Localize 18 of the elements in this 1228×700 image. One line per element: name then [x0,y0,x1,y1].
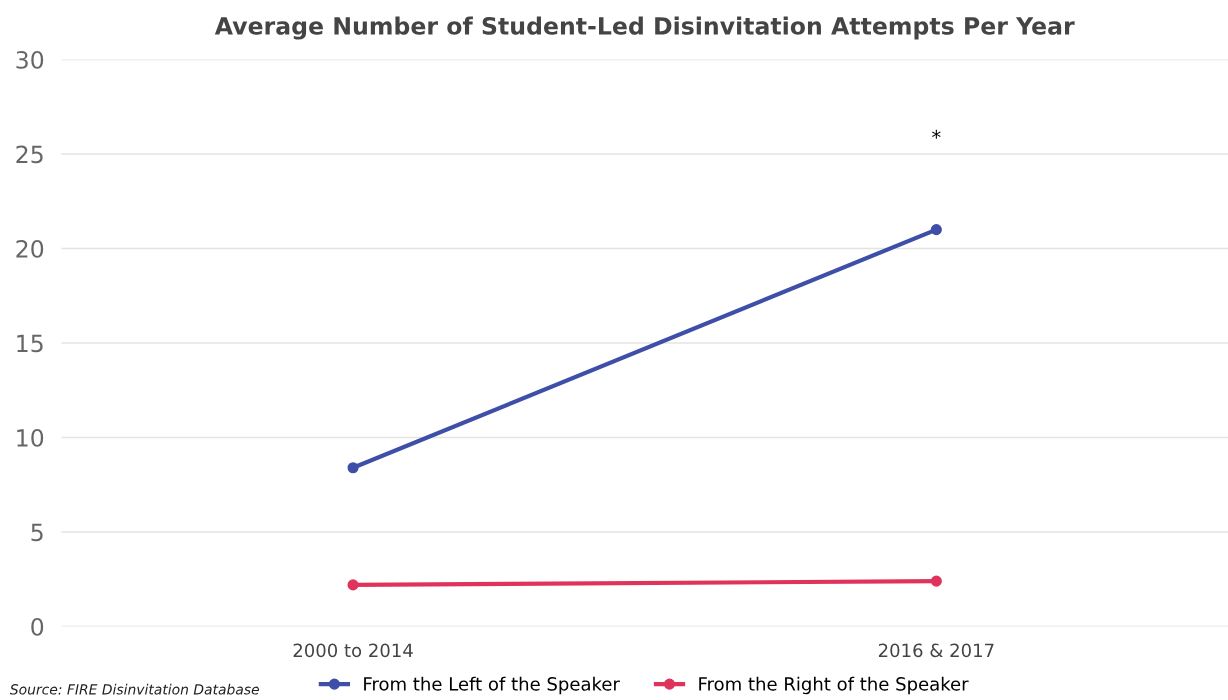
annotation: * [932,129,941,139]
point [930,224,942,236]
legend-label: From the Right of the Speaker [699,676,969,695]
y-tick-label: 15 [17,334,43,353]
point [930,575,942,587]
x-tick-label: 2016 & 2017 [878,643,994,658]
chart-title: Average Number of Student-Led Disinvitation Attempts Per Year [214,16,1075,40]
point [347,579,359,591]
legend-label: From the Left of the Speaker [364,676,620,695]
source-note: Source: FIRE Disinvitation Database [9,683,260,695]
x-tick-label: 2000 to 2014 [293,643,413,658]
y-tick-label: 30 [16,50,44,69]
point [347,462,359,474]
y-tick-label: 25 [16,145,43,164]
y-tick-label: 0 [31,617,44,636]
y-tick-label: 10 [17,428,44,447]
y-tick-label: 20 [16,239,44,258]
y-tick-label: 5 [31,523,43,542]
